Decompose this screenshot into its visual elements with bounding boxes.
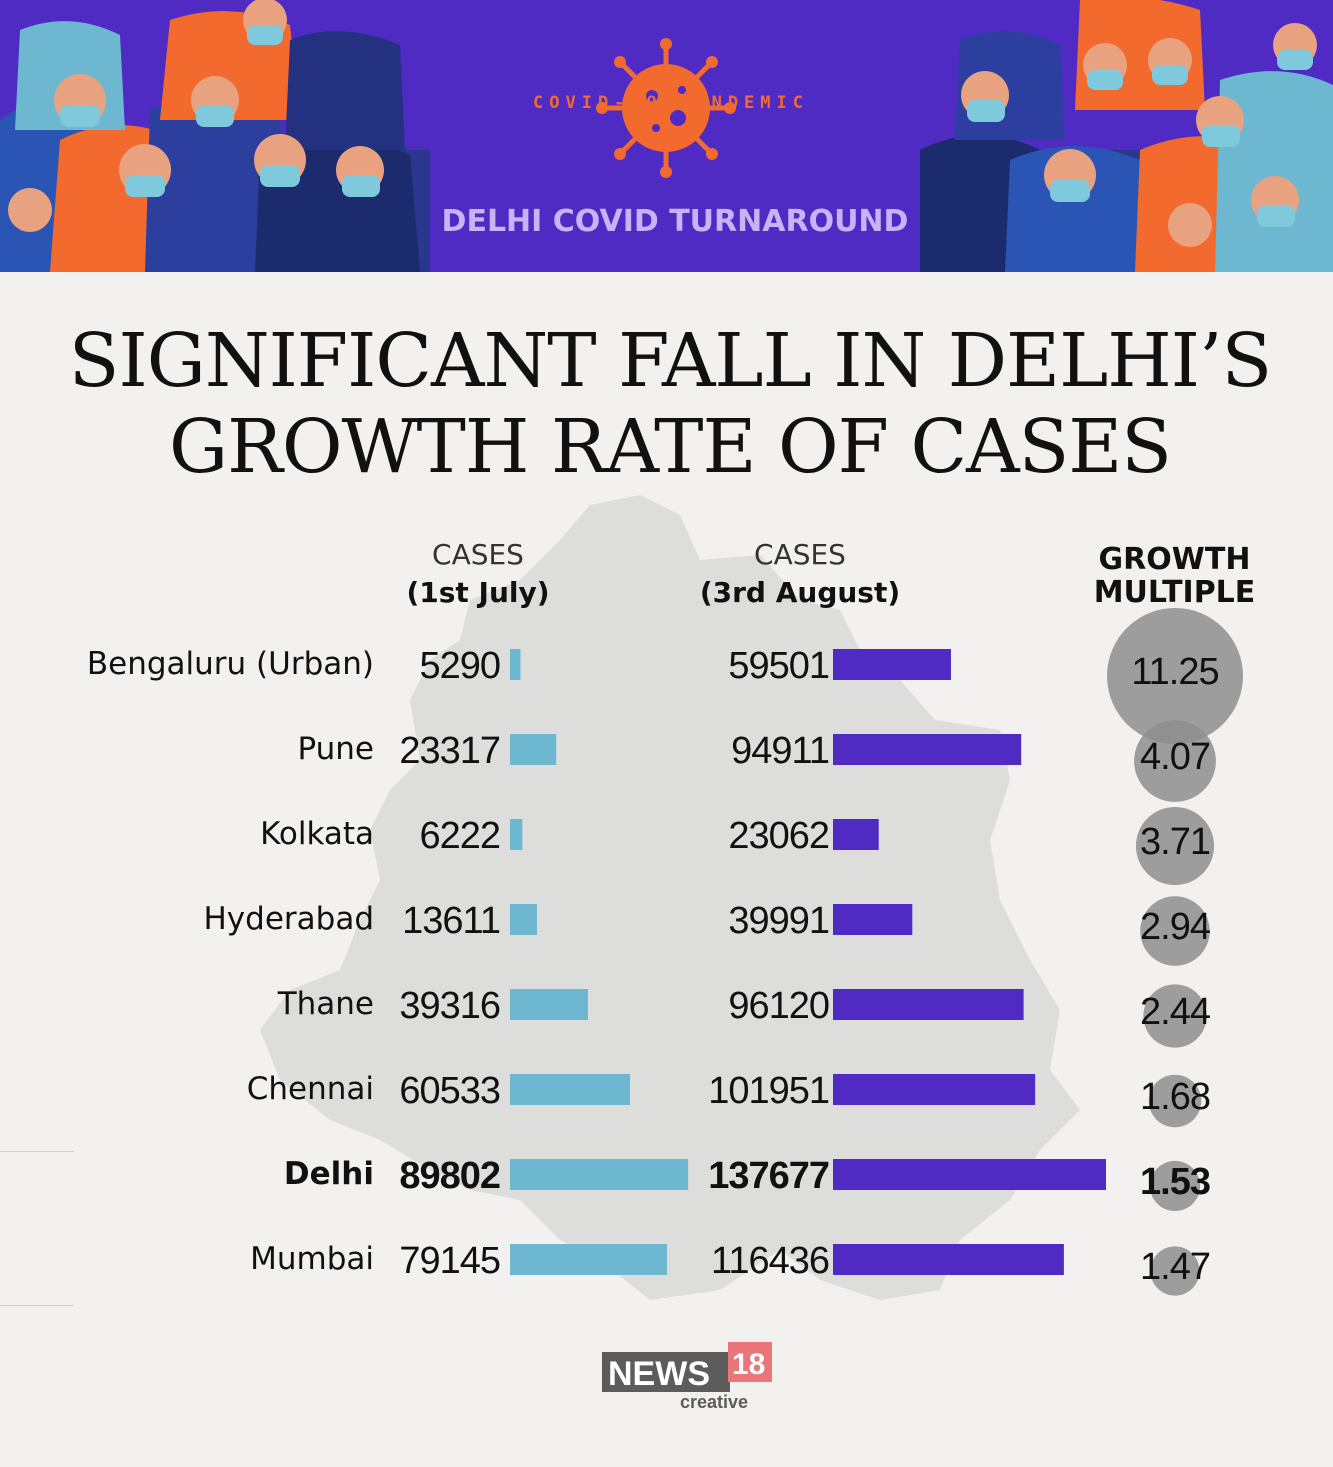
column-header-growth: GROWTH MULTIPLE xyxy=(1082,543,1267,609)
growth-multiple-label: 3.71 xyxy=(1140,821,1210,863)
cases-august-bar xyxy=(833,819,879,850)
cases-july-label: 89802 xyxy=(399,1155,500,1197)
logo-number-text: 18 xyxy=(732,1348,765,1381)
cases-august-bar xyxy=(833,1074,1036,1105)
growth-bubble xyxy=(1143,984,1207,1048)
cases-july-label: 60533 xyxy=(399,1070,500,1112)
banner-title: DELHI COVID TURNAROUND xyxy=(441,204,909,239)
cases-august-label: 96120 xyxy=(728,985,829,1027)
growth-bubble xyxy=(1135,806,1215,886)
column-header-july-line1: CASES xyxy=(432,538,524,571)
divider-line xyxy=(0,1305,74,1306)
city-label: Kolkata xyxy=(260,816,374,852)
column-header-july-line2: (1st July) xyxy=(406,576,550,609)
column-header-august: CASES (3rd August) xyxy=(690,537,910,613)
cases-august-label: 59501 xyxy=(728,645,829,687)
crowd-illustration-right xyxy=(920,0,1333,272)
cases-july-bar xyxy=(510,1244,667,1275)
cases-august-bar xyxy=(833,989,1024,1020)
growth-bubble xyxy=(1150,1246,1200,1296)
city-label: Hyderabad xyxy=(204,901,375,937)
cases-july-label: 23317 xyxy=(399,730,500,772)
cases-august-label: 101951 xyxy=(708,1070,829,1112)
cases-july-label: 79145 xyxy=(399,1240,500,1282)
city-label: Chennai xyxy=(247,1071,374,1107)
crowd-illustration-left xyxy=(0,0,430,272)
column-header-growth-line2: MULTIPLE xyxy=(1093,575,1256,610)
cases-july-label: 6222 xyxy=(419,815,500,857)
growth-bubble xyxy=(1140,896,1210,966)
headline: SIGNIFICANT FALL IN DELHI’S GROWTH RATE … xyxy=(68,318,1272,490)
city-label: Bengaluru (Urban) xyxy=(87,646,374,682)
growth-multiple-label: 11.25 xyxy=(1131,651,1218,693)
cases-july-bar xyxy=(510,989,588,1020)
cases-august-label: 94911 xyxy=(731,730,829,772)
cases-august-bar xyxy=(833,1244,1064,1275)
growth-bubble xyxy=(1134,720,1216,802)
cases-july-bar xyxy=(510,1159,689,1190)
cases-july-label: 13611 xyxy=(402,900,500,942)
growth-multiple-label: 1.68 xyxy=(1140,1076,1210,1118)
cases-july-bar xyxy=(510,819,523,850)
growth-bubble xyxy=(1148,1074,1202,1128)
divider-line xyxy=(0,1151,74,1152)
growth-multiple-label: 2.94 xyxy=(1140,906,1211,948)
news18-logo: NEWS 18 creative xyxy=(602,1342,772,1412)
cases-august-bar xyxy=(833,904,913,935)
logo-number-box xyxy=(728,1342,772,1382)
column-header-august-line1: CASES xyxy=(754,538,846,571)
cases-august-bar xyxy=(833,649,951,680)
growth-bubble xyxy=(1107,608,1243,744)
growth-multiple-label: 4.07 xyxy=(1140,736,1210,778)
growth-bubble xyxy=(1149,1160,1201,1212)
logo-news-box xyxy=(602,1352,730,1392)
cases-august-label: 23062 xyxy=(728,815,829,857)
column-header-july: CASES (1st July) xyxy=(388,537,568,613)
city-label: Mumbai xyxy=(250,1241,374,1277)
cases-august-label: 116436 xyxy=(711,1240,829,1282)
city-label: Pune xyxy=(297,731,374,767)
virus-icon xyxy=(596,38,736,178)
growth-multiple-label: 2.44 xyxy=(1140,991,1211,1033)
cases-july-label: 5290 xyxy=(419,645,500,687)
cases-july-label: 39316 xyxy=(399,985,500,1027)
cases-july-bar xyxy=(510,649,521,680)
growth-multiple-label: 1.47 xyxy=(1140,1246,1210,1288)
city-label: Delhi xyxy=(284,1156,374,1192)
cases-august-label: 39991 xyxy=(728,900,829,942)
column-header-growth-line1: GROWTH xyxy=(1098,542,1251,577)
cases-july-bar xyxy=(510,734,557,765)
city-label: Thane xyxy=(277,986,374,1022)
cases-july-bar xyxy=(510,1074,631,1105)
logo-sub-text: creative xyxy=(680,1392,748,1412)
cases-july-bar xyxy=(510,904,537,935)
cases-august-label: 137677 xyxy=(708,1155,829,1197)
cases-august-bar xyxy=(833,734,1022,765)
growth-multiple-label: 1.53 xyxy=(1140,1161,1210,1203)
banner-kicker: COVID-19 PANDEMIC xyxy=(533,93,809,113)
header-banner: COVID-19 PANDEMIC DELHI COVID TURNAROUND xyxy=(0,0,1333,272)
logo-news-text: NEWS xyxy=(608,1355,710,1393)
column-header-august-line2: (3rd August) xyxy=(699,576,901,609)
cases-august-bar xyxy=(833,1159,1106,1190)
